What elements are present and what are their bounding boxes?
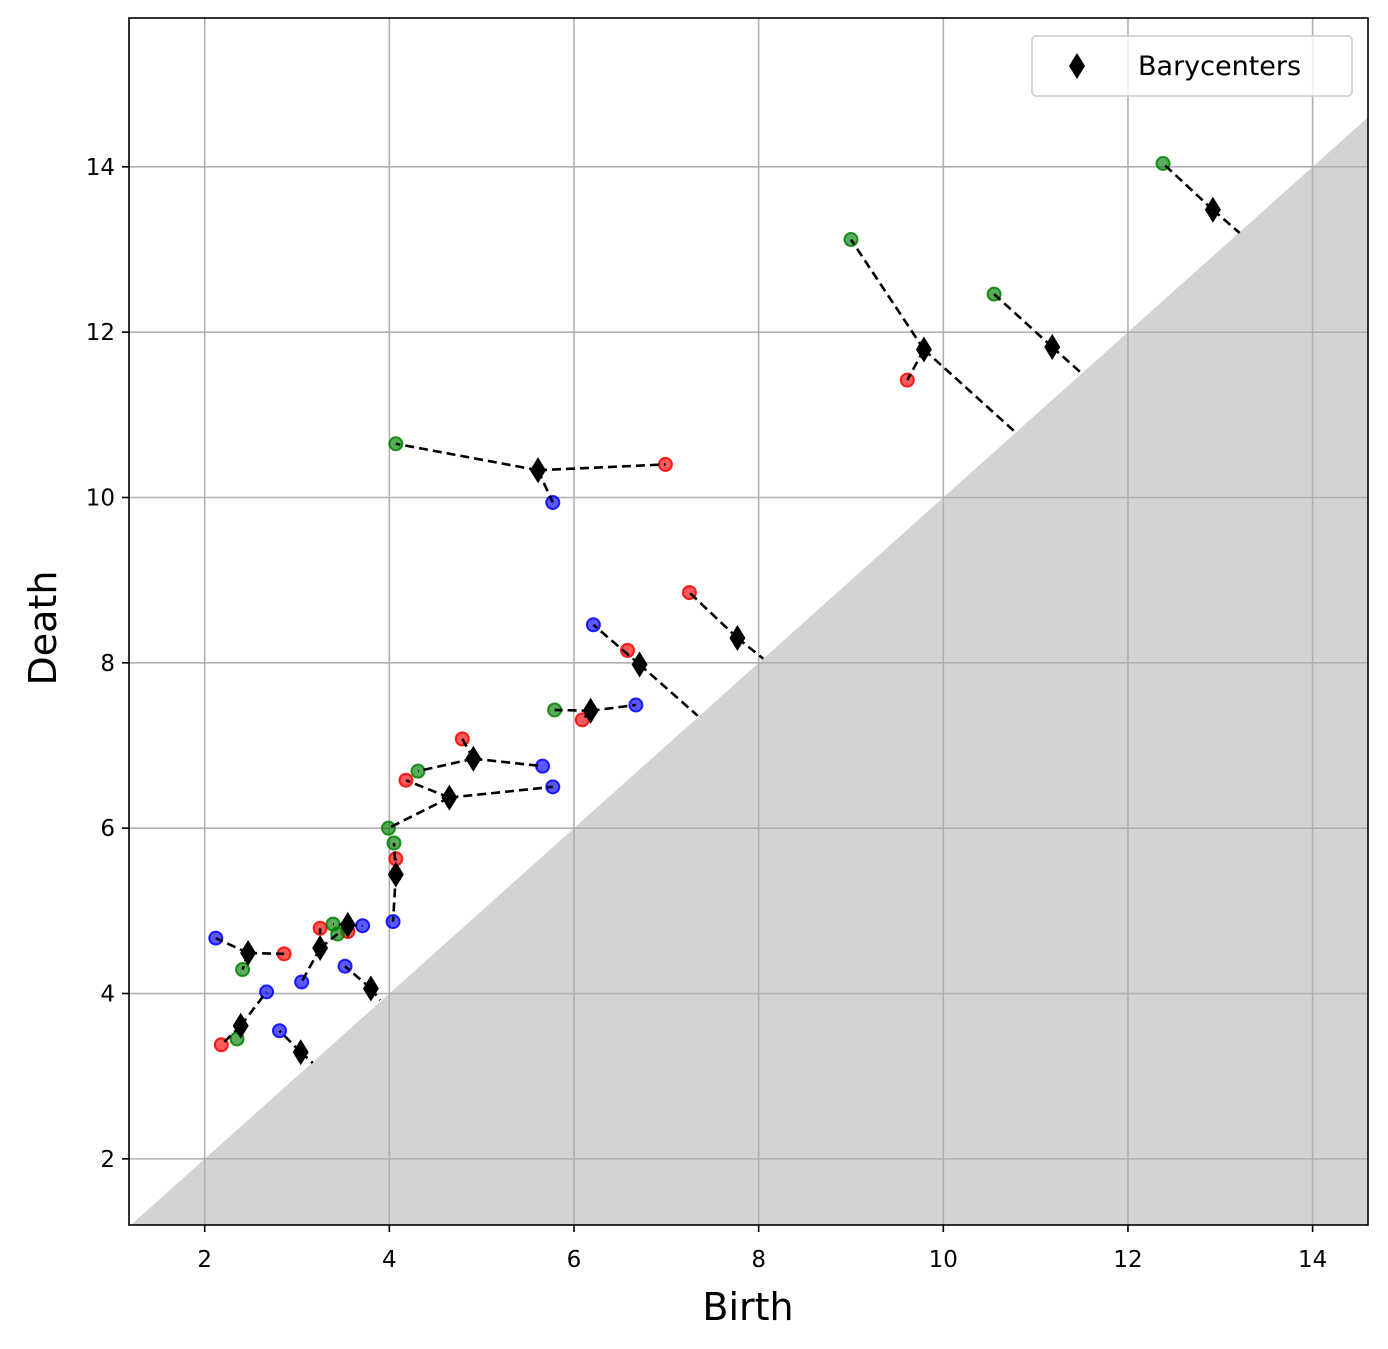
x-tick-label: 8 [751, 1247, 766, 1273]
x-tick-label: 6 [567, 1247, 582, 1273]
matching-line [537, 463, 666, 472]
matching-line [638, 663, 699, 717]
x-tick-label: 12 [1113, 1247, 1142, 1273]
matching-line [849, 238, 926, 351]
barycenter [729, 625, 746, 652]
matching-line [688, 591, 739, 639]
barycenter [387, 861, 404, 888]
x-tick-label: 10 [929, 1247, 958, 1273]
matching-line [417, 757, 474, 773]
barycenter [240, 940, 257, 967]
barycenter [441, 784, 458, 811]
y-tick-label: 2 [100, 1147, 115, 1173]
matching-line [387, 796, 450, 830]
matching-line [449, 785, 553, 799]
legend-marker [1069, 53, 1085, 79]
plot-frame [128, 17, 1369, 1226]
barycenter [292, 1039, 309, 1066]
legend-label: Barycenters [1138, 51, 1301, 82]
matching-line [590, 703, 637, 713]
barycenter [362, 975, 379, 1002]
point [620, 642, 636, 658]
legend: Barycenters [1031, 35, 1353, 97]
barycenter [1044, 334, 1061, 361]
y-tick-label: 4 [100, 982, 115, 1008]
barycenter [631, 651, 648, 678]
x-axis-label: Birth [702, 1285, 793, 1329]
plot-area [129, 18, 1368, 1225]
barycenter [312, 935, 329, 962]
diagonal-region [129, 117, 1368, 1225]
matching-line [923, 348, 1017, 434]
x-tick-label: 14 [1298, 1247, 1327, 1273]
matching-line [395, 442, 539, 472]
legend-box [1031, 35, 1353, 97]
matching-line [405, 779, 450, 799]
barycenter [529, 457, 546, 484]
matching-line [1162, 162, 1214, 211]
barycenter [232, 1012, 249, 1039]
y-tick-label: 8 [100, 651, 115, 677]
matching-line [473, 757, 543, 768]
point [380, 820, 396, 836]
barycenter [465, 745, 482, 772]
barycenter [582, 697, 599, 724]
matching-line [592, 623, 641, 666]
barycenter [1204, 196, 1221, 223]
matching-line [993, 293, 1054, 348]
barycenter [339, 911, 356, 938]
y-tick-label: 12 [86, 320, 115, 346]
barycenter [915, 336, 932, 363]
y-tick-label: 14 [86, 155, 115, 181]
x-tick-label: 2 [197, 1247, 212, 1273]
y-axis-label: Death [21, 571, 65, 686]
x-tick-label: 4 [382, 1247, 397, 1273]
y-tick-label: 6 [100, 816, 115, 842]
y-tick-label: 10 [86, 485, 115, 511]
